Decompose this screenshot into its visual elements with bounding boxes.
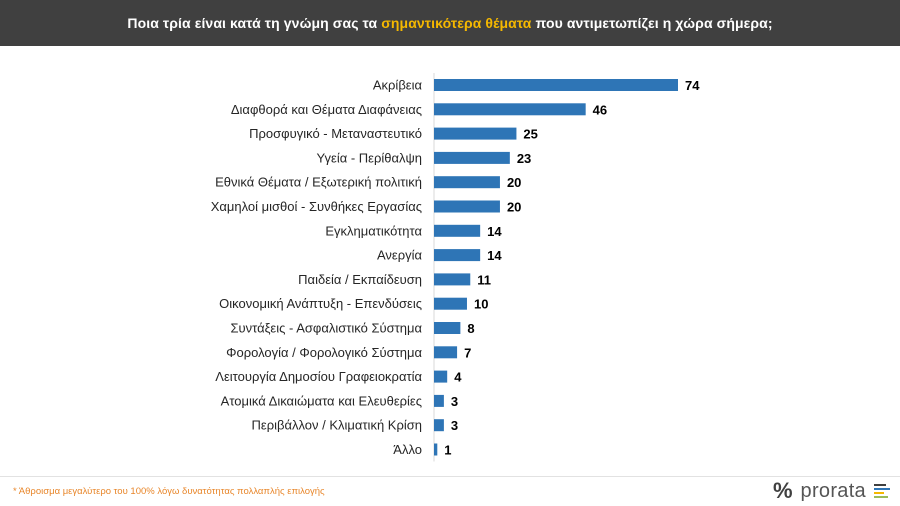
bar-chart: Ακρίβεια 74 Διαφθορά και Θέματα Διαφάνειας… bbox=[211, 73, 700, 462]
category-label: Οικονομική Ανάπτυξη - Επενδύσεις bbox=[219, 296, 422, 311]
bar bbox=[434, 79, 678, 91]
title-text-pre: Ποια τρία είναι κατά τη γνώμη σας τα bbox=[127, 15, 382, 31]
logo-bars-icon bbox=[874, 484, 890, 498]
bar bbox=[434, 322, 461, 334]
logo-percent-icon: % bbox=[772, 478, 793, 503]
chart-title: Ποια τρία είναι κατά τη γνώμη σας τα σημ… bbox=[0, 0, 900, 46]
bar bbox=[434, 346, 458, 359]
category-label: Χαμηλοί μισθοί - Συνθήκες Εργασίας bbox=[211, 199, 422, 214]
footer-divider bbox=[0, 476, 900, 477]
bar bbox=[434, 370, 448, 383]
data-label: 1 bbox=[444, 443, 451, 458]
data-label: 14 bbox=[487, 224, 502, 239]
bar bbox=[434, 200, 500, 213]
category-label: Εθνικά Θέματα / Εξωτερική πολιτική bbox=[215, 175, 422, 190]
category-label: Διαφθορά και Θέματα Διαφάνειας bbox=[231, 102, 422, 117]
category-label: Εγκληματικότητα bbox=[325, 223, 422, 238]
data-label: 11 bbox=[477, 272, 491, 287]
category-label: Ακρίβεια bbox=[373, 78, 423, 93]
data-label: 3 bbox=[451, 418, 458, 433]
category-label: Λειτουργία Δημοσίου Γραφειοκρατία bbox=[215, 369, 422, 384]
logo-bar bbox=[874, 496, 888, 498]
title-text-post: που αντιμετωπίζει η χώρα σήμερα; bbox=[531, 15, 773, 31]
data-label: 74 bbox=[685, 78, 700, 93]
data-label: 7 bbox=[464, 345, 471, 360]
logo-bar bbox=[874, 484, 886, 486]
bar bbox=[434, 443, 438, 456]
bar bbox=[434, 127, 517, 140]
bar bbox=[434, 273, 471, 286]
category-label: Ατομικά Δικαιώματα και Ελευθερίες bbox=[221, 393, 422, 408]
logo-bar bbox=[874, 492, 884, 494]
category-label: Περιβάλλον / Κλιματική Κρίση bbox=[252, 418, 422, 433]
category-label: Συντάξεις - Ασφαλιστικό Σύστημα bbox=[230, 321, 422, 336]
bar bbox=[434, 151, 510, 164]
category-label: Παιδεία / Εκπαίδευση bbox=[298, 272, 422, 287]
bar bbox=[434, 297, 467, 310]
category-label: Ανεργία bbox=[377, 248, 423, 263]
bar bbox=[434, 394, 444, 407]
bar bbox=[434, 419, 444, 432]
data-label: 3 bbox=[451, 394, 458, 409]
data-label: 23 bbox=[517, 151, 531, 166]
data-label: 25 bbox=[523, 127, 537, 142]
footnote: * Άθροισμα μεγαλύτερο του 100% λόγω δυνα… bbox=[13, 486, 325, 497]
bar bbox=[434, 176, 500, 189]
data-label: 20 bbox=[507, 200, 521, 215]
category-label: Άλλο bbox=[393, 442, 422, 457]
bar bbox=[434, 249, 481, 262]
category-label: Φορολογία / Φορολογικό Σύστημα bbox=[226, 345, 422, 360]
data-label: 20 bbox=[507, 175, 521, 190]
data-label: 14 bbox=[487, 248, 502, 263]
logo-wordmark: prorata bbox=[800, 480, 866, 502]
data-label: 10 bbox=[474, 297, 488, 312]
title-text-highlight: σημαντικότερα θέματα bbox=[381, 15, 532, 31]
data-label: 46 bbox=[593, 102, 607, 117]
data-label: 4 bbox=[454, 370, 462, 385]
bar bbox=[434, 103, 586, 116]
data-label: 8 bbox=[467, 321, 474, 336]
category-label: Υγεία - Περίθαλψη bbox=[316, 150, 422, 165]
logo-bar bbox=[874, 488, 890, 490]
bar bbox=[434, 224, 481, 237]
category-label: Προσφυγικό - Μεταναστευτικό bbox=[249, 126, 422, 141]
prorata-logo: % prorata bbox=[773, 480, 890, 502]
